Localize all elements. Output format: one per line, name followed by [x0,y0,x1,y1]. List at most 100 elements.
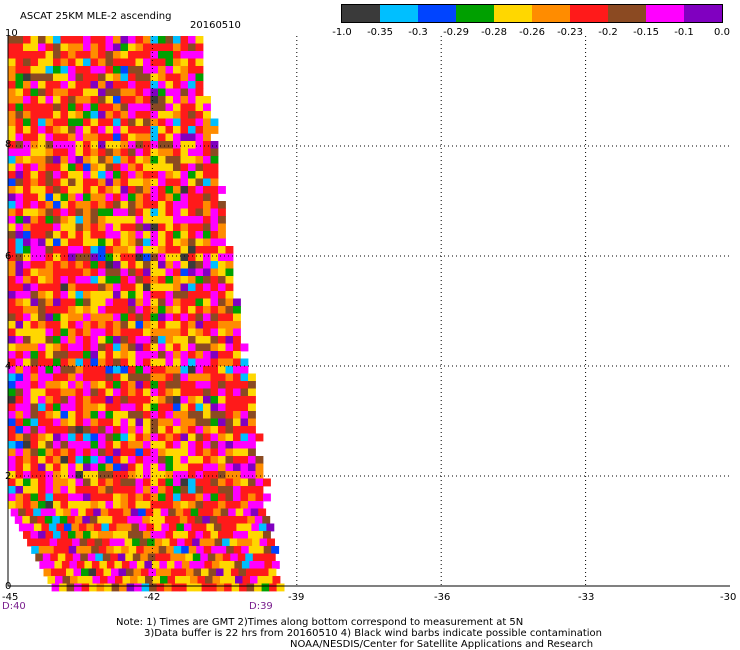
swath-cell [218,321,226,329]
swath-cell [252,553,261,562]
swath-cell [45,396,54,404]
swath-cell [15,223,24,232]
swath-cell [223,568,232,577]
swath-cell [83,178,91,187]
swath-cell [105,486,114,494]
swath-cell [128,366,136,374]
swath-cell [23,343,31,352]
swath-cell [60,88,69,97]
swath-cell [180,201,189,209]
swath-cell [173,351,181,359]
swath-cell [173,343,181,352]
swath-cell [53,96,61,104]
swath-cell [135,36,144,44]
swath-cell [59,516,68,524]
swath-cell [38,58,46,67]
swath-cell [120,223,129,232]
swath-cell [83,456,91,464]
swath-cell [83,343,91,352]
swath-cell [83,268,91,277]
swath-cell [150,381,159,389]
swath-cell [248,381,256,389]
swath-cell [264,561,273,569]
swath-cell [164,583,172,592]
swath-cell [225,261,234,269]
swath-cell [165,58,174,67]
swath-cell [98,216,106,224]
swath-cell [165,298,174,307]
swath-cell [143,103,151,112]
swath-cell [15,268,24,277]
swath-cell [208,568,217,577]
swath-cell [165,156,174,164]
swath-cell [158,456,166,464]
swath-cell [173,141,181,149]
swath-cell [105,388,114,397]
swath-cell [135,343,144,352]
swath-cell [98,268,106,277]
swath-cell [124,538,133,547]
swath-cell [216,583,225,592]
swath-cell [105,298,114,307]
swath-cell [150,501,159,509]
swath-cell [68,336,76,344]
swath-cell [225,336,234,344]
swath-cell [203,298,211,307]
swath-cell [135,186,144,194]
swath-cell [143,156,151,164]
swath-cell [180,381,189,389]
swath-cell [113,411,121,419]
swath-cell [113,291,121,299]
swath-cell [15,216,24,224]
y-tick-8: 8 [5,139,12,150]
swath-cell [218,546,227,554]
swath-cell [218,486,226,494]
swath-cell [203,238,211,247]
swath-cell [38,298,46,307]
swath-cell [90,268,99,277]
swath-cell [70,508,79,517]
swath-cell [8,373,16,382]
swath-cell [203,486,211,494]
swath-cell [158,396,166,404]
swath-cell [143,366,151,374]
swath-cell [98,441,106,449]
swath-cell [188,88,196,97]
swath-cell [90,88,99,97]
swath-cell [263,546,272,554]
swath-cell [165,433,174,442]
swath-cell [176,523,185,532]
swath-cell [89,516,98,524]
swath-cell [45,178,54,187]
swath-cell [165,178,174,187]
swath-cell [128,478,136,487]
swath-cell [180,351,189,359]
swath-cell [105,238,114,247]
swath-cell [248,403,256,412]
swath-cell [188,163,196,172]
swath-cell [75,471,84,479]
swath-cell [158,531,166,539]
swath-cell [15,58,24,67]
swath-cell [240,531,249,539]
swath-cell [114,561,123,569]
swath-cell [128,328,136,337]
swath-cell [173,163,181,172]
swath-cell [150,36,159,44]
swath-cell [98,298,106,307]
swath-cell [68,546,77,554]
swath-cell [195,411,204,419]
swath-cell [45,418,54,427]
swath-cell [257,576,266,584]
swath-cell [83,118,91,127]
swath-cell [75,501,84,509]
swath-cell [43,568,52,577]
swath-cell [10,508,19,517]
swath-cell [90,216,99,224]
swath-cell [203,283,211,292]
swath-cell [90,366,99,374]
swath-cell [75,388,84,397]
swath-cell [143,433,151,442]
swath-cell [15,486,24,494]
swath-cell [105,493,114,502]
